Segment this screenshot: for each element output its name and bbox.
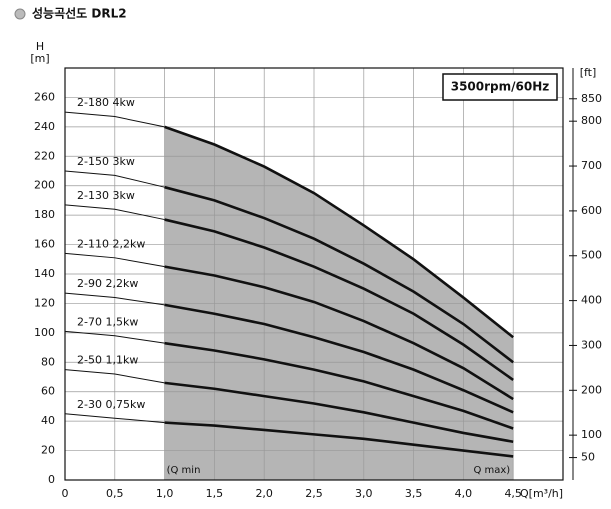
y-tick-label: 240 bbox=[34, 120, 55, 133]
curve-label: 2-130 3kw bbox=[77, 189, 135, 202]
y2-tick-label: 300 bbox=[581, 338, 602, 351]
plot-frame bbox=[64, 67, 564, 481]
y2-tick-label: 700 bbox=[581, 159, 602, 172]
annotation: Q max) bbox=[473, 465, 510, 476]
curve-label: 2-180 4kw bbox=[77, 96, 135, 109]
y2-tick-label: 50 bbox=[581, 451, 595, 464]
x-tick-label: 1,0 bbox=[156, 487, 174, 500]
y-tick-label: 160 bbox=[34, 238, 55, 251]
curve-thick bbox=[164, 303, 514, 414]
curve-thin bbox=[64, 252, 165, 268]
curve-thick bbox=[164, 125, 515, 339]
y-tick-label: 120 bbox=[34, 296, 55, 309]
y-tick-label: 40 bbox=[41, 414, 55, 427]
curve-thick bbox=[164, 421, 514, 458]
y-tick-label: 260 bbox=[34, 90, 55, 103]
chart-title: 성능곡선도 DRL2 bbox=[32, 6, 127, 21]
x-tick-label: 2,0 bbox=[255, 487, 273, 500]
legend-text: 3500rpm/60Hz bbox=[451, 80, 550, 94]
y2-tick-label: 600 bbox=[581, 204, 602, 217]
x-tick-label: 0 bbox=[62, 487, 69, 500]
curve-label: 2-90 2,2kw bbox=[77, 277, 138, 290]
y2-tick-label: 100 bbox=[581, 428, 602, 441]
x-tick-label: 3,5 bbox=[405, 487, 423, 500]
y2-axis-label: [ft] bbox=[580, 66, 597, 79]
curve-thin bbox=[64, 170, 165, 188]
curve-label: 2-50 1,1kw bbox=[77, 354, 138, 367]
curve-thick bbox=[164, 381, 514, 444]
curve-thin bbox=[64, 369, 165, 384]
y-tick-label: 20 bbox=[41, 444, 55, 457]
title-icon bbox=[14, 8, 26, 20]
x-tick-label: 0,5 bbox=[106, 487, 124, 500]
x-tick-label: 3,0 bbox=[355, 487, 373, 500]
curve-label: 2-30 0,75kw bbox=[77, 398, 145, 411]
curve-thin bbox=[64, 413, 165, 424]
curve-thick bbox=[164, 185, 514, 364]
y2-tick-label: 800 bbox=[581, 114, 602, 127]
x-tick-label: 4,0 bbox=[455, 487, 473, 500]
curve-thin bbox=[64, 292, 165, 306]
curve-thin bbox=[64, 204, 165, 221]
y-axis-unit: [m] bbox=[30, 52, 49, 65]
y-axis-label: H bbox=[36, 40, 44, 53]
curve-thin bbox=[64, 330, 165, 344]
y-tick-label: 200 bbox=[34, 179, 55, 192]
curve-thick bbox=[164, 265, 514, 401]
curve-label: 2-70 1,5kw bbox=[77, 315, 138, 328]
y-tick-label: 180 bbox=[34, 208, 55, 221]
y-tick-label: 80 bbox=[41, 355, 55, 368]
y2-tick-label: 400 bbox=[581, 294, 602, 307]
y-tick-label: 140 bbox=[34, 267, 55, 280]
y-tick-label: 220 bbox=[34, 149, 55, 162]
y2-tick-label: 500 bbox=[581, 249, 602, 262]
y-tick-label: 100 bbox=[34, 326, 55, 339]
curve-thin bbox=[64, 111, 165, 128]
y-tick-label: 0 bbox=[48, 473, 55, 486]
y-tick-label: 60 bbox=[41, 385, 55, 398]
x-axis-label: Q[m³/h] bbox=[520, 487, 563, 500]
y2-tick-label: 850 bbox=[581, 92, 602, 105]
x-tick-label: 2,5 bbox=[305, 487, 323, 500]
x-tick-label: 1,5 bbox=[206, 487, 224, 500]
curve-label: 2-110 2,2kw bbox=[77, 237, 145, 250]
y2-tick-label: 200 bbox=[581, 383, 602, 396]
curve-thick bbox=[164, 341, 514, 430]
curve-label: 2-150 3kw bbox=[77, 155, 135, 168]
x-tick-label: 4,5 bbox=[504, 487, 522, 500]
annotation: (Q min bbox=[167, 465, 201, 476]
legend-box bbox=[442, 73, 558, 101]
curve-thick bbox=[164, 218, 514, 382]
